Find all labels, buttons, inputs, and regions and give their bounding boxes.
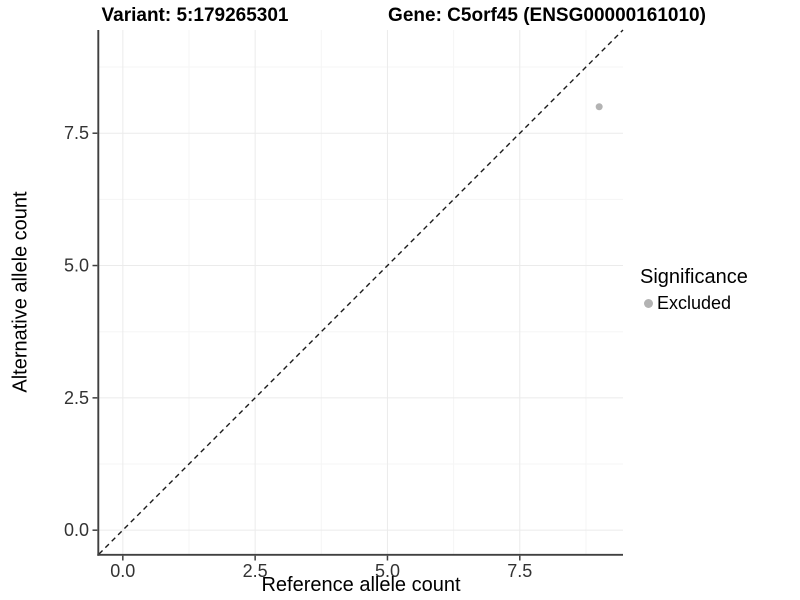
data-point [595, 103, 603, 111]
x-axis-title: Reference allele count [261, 574, 461, 596]
identity-line [98, 29, 624, 555]
x-tick-label: 7.5 [507, 561, 532, 581]
legend: Significance Excluded [640, 266, 748, 314]
y-tick-label: 5.0 [64, 256, 89, 276]
variant-title: Variant: 5:179265301 [101, 5, 289, 26]
y-tick-label: 0.0 [64, 520, 89, 540]
y-axis-title: Alternative allele count [9, 191, 32, 393]
excluded-point-icon [643, 298, 653, 308]
gene-title: Gene: C5orf45 (ENSG00000161010) [388, 5, 706, 26]
x-tick-label: 5.0 [375, 561, 400, 581]
legend-title: Significance [640, 266, 748, 288]
y-tick-label: 2.5 [64, 388, 89, 408]
x-tick-label: 0.0 [110, 561, 135, 581]
y-tick-label: 7.5 [64, 123, 89, 143]
x-tick-label: 2.5 [243, 561, 268, 581]
legend-item-excluded: Excluded [640, 292, 748, 314]
legend-item-label: Excluded [657, 292, 732, 313]
legend-key [640, 295, 656, 311]
